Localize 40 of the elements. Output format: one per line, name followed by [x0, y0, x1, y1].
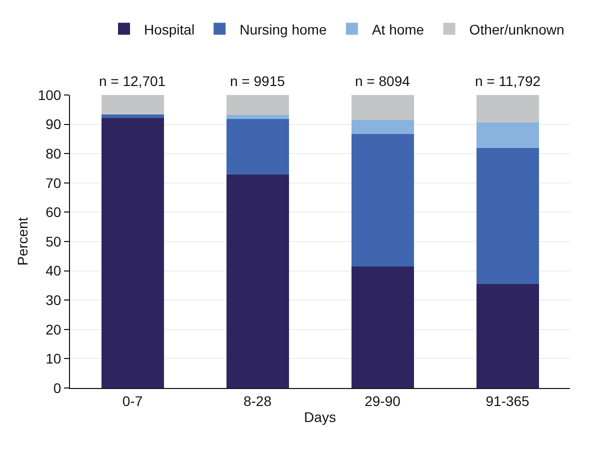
y-axis-title: Percent	[14, 217, 30, 266]
bar	[351, 134, 414, 266]
y-tick-label: 10	[46, 350, 62, 367]
bar	[226, 174, 289, 388]
legend-label: Nursing home	[240, 21, 327, 38]
bar	[351, 95, 414, 120]
x-tick-label: 8-28	[243, 392, 272, 409]
bar	[476, 284, 539, 388]
bar	[351, 120, 414, 134]
y-tick-label: 70	[46, 174, 62, 191]
annotation: n = 11,792	[475, 73, 541, 89]
y-tick-label: 90	[46, 116, 62, 132]
y-tick-label: 100	[38, 86, 62, 103]
x-tick-label: 0-7	[122, 392, 143, 409]
y-tick-label: 40	[46, 262, 62, 279]
bar	[226, 119, 289, 174]
y-tick-label: 80	[46, 146, 62, 162]
bar	[101, 118, 164, 388]
bar	[351, 266, 414, 388]
annotation: n = 8094	[355, 73, 410, 89]
bar	[101, 95, 164, 114]
legend-label: Hospital	[144, 21, 195, 38]
y-tick-label: 60	[46, 204, 62, 220]
y-tick-label: 20	[46, 321, 62, 338]
annotation: n = 12,701	[99, 73, 166, 89]
x-tick-label: 91-365	[486, 392, 530, 409]
legend-label: At home	[372, 21, 424, 38]
x-axis-title: Days	[304, 409, 336, 426]
y-tick-label: 30	[46, 292, 62, 308]
y-tick-label: 0	[53, 380, 62, 396]
bar	[226, 114, 289, 120]
x-tick-label: 29-90	[364, 392, 401, 409]
bar	[476, 95, 539, 122]
bar	[226, 95, 289, 115]
bar	[101, 114, 164, 118]
y-tick-label: 50	[46, 233, 62, 250]
annotation: n = 9915	[230, 73, 286, 89]
legend-label: Other/unknown	[469, 21, 564, 38]
bar	[476, 148, 539, 284]
bar	[476, 122, 539, 148]
